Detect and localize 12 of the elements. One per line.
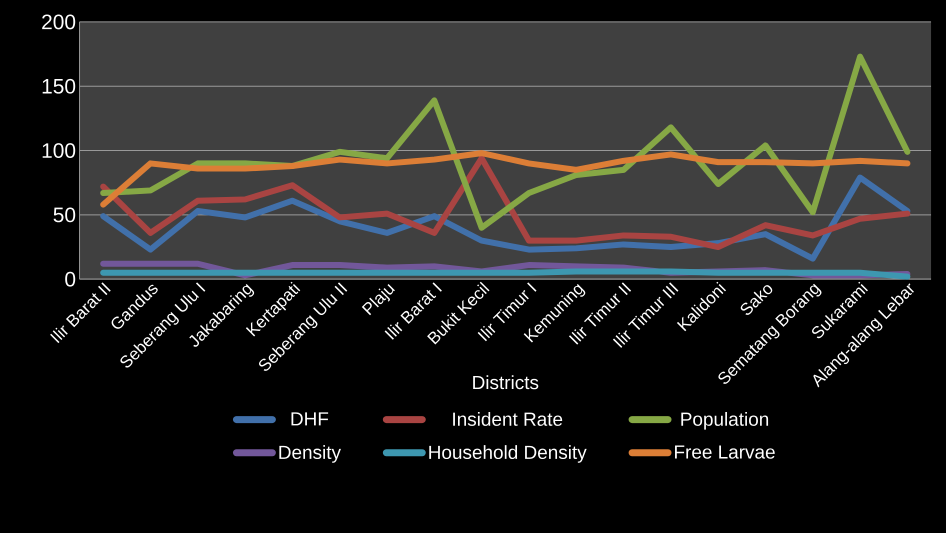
y-tick-label: 100 — [42, 142, 76, 158]
legend-label: Free Larvae — [675, 445, 775, 458]
y-tick-label: 200 — [42, 14, 76, 30]
legend-label: Population — [681, 412, 768, 430]
y-tick-label: 50 — [54, 207, 76, 222]
legend-label: Insident Rate — [453, 412, 562, 426]
x-axis-title: Districts — [473, 375, 538, 389]
y-tick-label: 0 — [65, 272, 76, 286]
legend-label: Household Density — [429, 444, 587, 463]
legend-label: DHF — [292, 412, 328, 426]
y-tick-label: 150 — [42, 78, 76, 94]
legend-label: Density — [279, 444, 341, 463]
